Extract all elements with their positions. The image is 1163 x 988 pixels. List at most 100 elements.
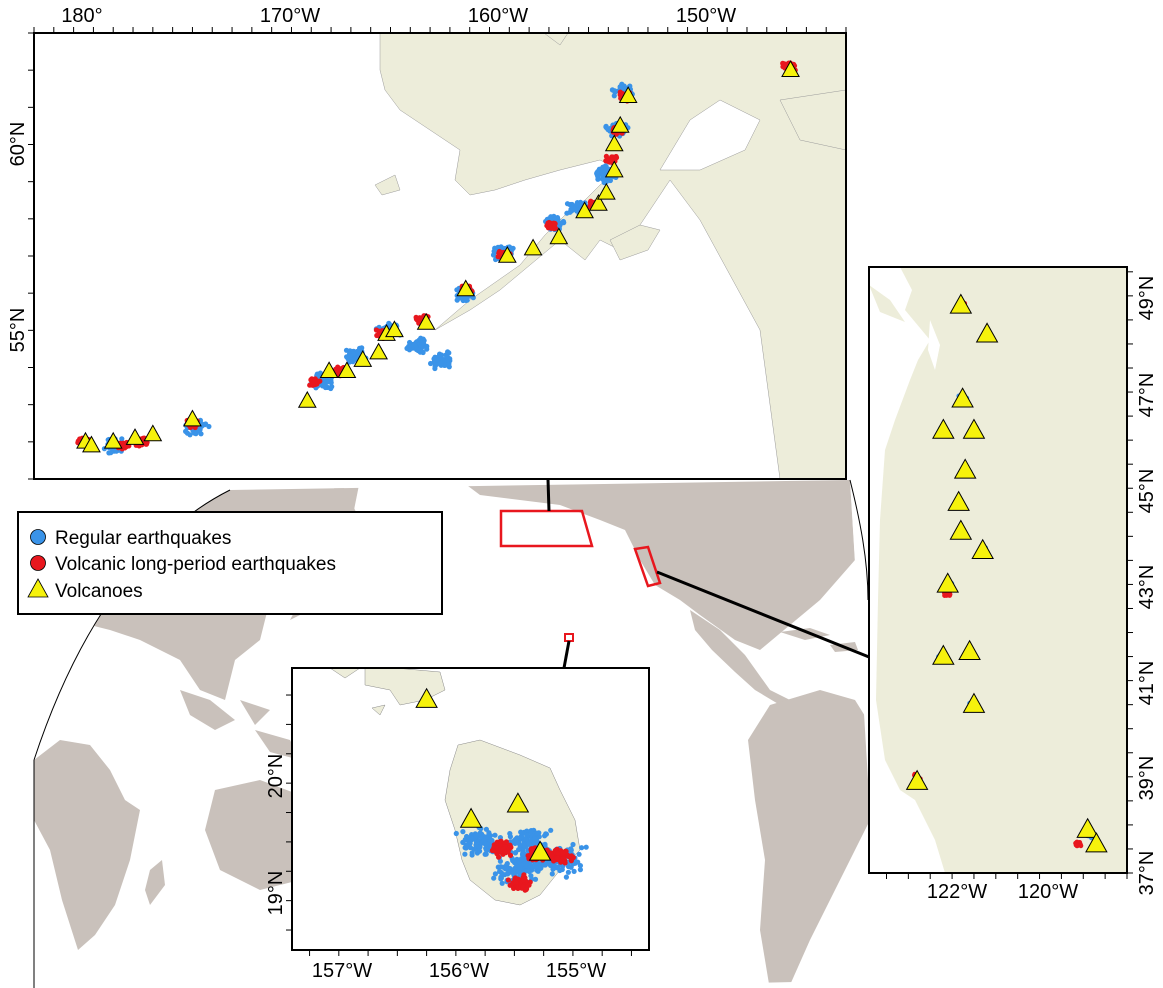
regular-earthquake-point xyxy=(558,220,564,226)
volcano-marker xyxy=(936,572,960,593)
regular-earthquake-point xyxy=(470,295,476,301)
cascades-y-tick-label: 45°N xyxy=(1136,469,1158,514)
regular-earthquake-point xyxy=(583,844,589,850)
volcanic-earthquake-point xyxy=(526,882,532,888)
cascades-region-box xyxy=(633,545,662,588)
volcanic-earthquake-point xyxy=(552,224,558,230)
volcano-marker xyxy=(971,538,994,559)
regular-earthquake-point xyxy=(541,861,547,868)
regular-earthquake-point xyxy=(406,347,413,353)
regular-earthquake-point xyxy=(504,865,510,871)
regular-earthquake-point xyxy=(520,842,527,848)
regular-earthquake-point xyxy=(424,343,430,349)
regular-earthquake-point xyxy=(619,81,625,87)
legend: Regular earthquakes Volcanic long-period… xyxy=(17,511,443,615)
regular-earthquake-point xyxy=(512,837,518,843)
regular-earthquake-point xyxy=(516,859,522,865)
volcano-marker xyxy=(183,409,202,427)
regular-earthquake-point xyxy=(482,840,488,847)
volcano-marker xyxy=(82,435,101,453)
legend-volcano-label: Volcanoes xyxy=(55,581,143,602)
regular-earthquake-point xyxy=(532,836,538,842)
regular-earthquake-point xyxy=(574,202,580,208)
regular-earthquake-point xyxy=(357,345,363,351)
regular-earthquake-point xyxy=(460,829,466,835)
volcano-marker xyxy=(456,279,476,297)
volcanic-earthquake-point xyxy=(523,886,529,893)
volcanic-earthquake-point xyxy=(947,593,952,598)
regular-earthquake-point xyxy=(453,830,459,837)
regular-earthquake-point xyxy=(198,431,204,437)
volcano-marker xyxy=(549,227,569,245)
regular-earthquake-point xyxy=(576,851,582,857)
regular-earthquake-point xyxy=(547,215,553,222)
regular-earthquake-point xyxy=(432,363,438,369)
hawaii-x-tick-label: 155°W xyxy=(546,960,606,982)
volcano-marker xyxy=(618,86,638,103)
regular-earthquake-point xyxy=(575,859,581,865)
volcano-marker xyxy=(103,431,123,449)
alaska-x-tick-label: 170°W xyxy=(260,5,320,27)
regular-earthquake-point xyxy=(600,164,606,170)
cascades-y-tick-label: 41°N xyxy=(1136,661,1158,706)
hawaii-connector xyxy=(562,640,571,669)
volcanic-earthquake-point xyxy=(505,877,511,883)
volcano-marker xyxy=(416,312,436,330)
volcano-marker xyxy=(932,644,955,665)
volcano-marker xyxy=(459,807,483,828)
regular-earthquake-point xyxy=(495,864,501,870)
alaska-inset: 180° 170°W 160°W 150°W 60°N 55°N xyxy=(7,5,847,480)
pacific-ocean xyxy=(869,267,945,873)
regular-earthquake-point xyxy=(411,342,418,348)
regular-earthquake-point xyxy=(473,833,479,839)
volcano-marker xyxy=(962,418,986,439)
hawaii-inset: 157°W 156°W 155°W 20°N 19°N xyxy=(265,667,650,982)
regular-earthquake-point xyxy=(498,870,504,876)
regular-earthquake-point xyxy=(499,880,505,886)
volcanic-earthquake-point xyxy=(507,852,514,859)
cascades-y-tick-label: 37°N xyxy=(1136,851,1158,896)
regular-earthquake-point xyxy=(579,845,585,851)
regular-earthquake-point xyxy=(483,847,489,853)
regular-earthquake-point xyxy=(603,178,610,185)
north-america-land xyxy=(460,480,855,650)
regular-earthquake-point xyxy=(564,210,570,216)
regular-earthquake-point xyxy=(565,863,572,870)
volcano-marker xyxy=(497,245,517,263)
regular-earthquake-point xyxy=(476,844,482,850)
regular-earthquake-point xyxy=(600,171,606,178)
regular-earthquake-point xyxy=(570,841,576,848)
volcano-marker xyxy=(604,134,624,152)
regular-earthquake-point xyxy=(577,863,584,869)
regular-earthquake-point xyxy=(532,861,538,867)
regular-earthquake-point xyxy=(483,826,489,832)
volcanic-earthquake-point xyxy=(546,221,553,227)
hawaii-y-tick-label: 20°N xyxy=(265,754,287,799)
regular-earthquake-point xyxy=(571,868,577,875)
volcano-marker xyxy=(125,428,145,445)
regular-earthquake-point xyxy=(445,354,451,360)
regular-earthquake-point xyxy=(507,834,513,840)
regular-earthquake-point xyxy=(611,93,617,99)
volcano-marker xyxy=(523,238,543,256)
volcanic-earthquake-point xyxy=(513,879,519,886)
volcano-marker xyxy=(337,361,357,379)
regular-earthquake-point xyxy=(538,865,544,871)
legend-volcano-symbol xyxy=(27,578,49,598)
regular-earthquake-point xyxy=(577,867,584,873)
regular-earthquake-point xyxy=(532,876,539,882)
volcano-marker xyxy=(143,424,163,442)
volcano-marker xyxy=(781,60,800,77)
regular-earthquake-point xyxy=(325,379,331,385)
volcano-marker xyxy=(1085,832,1108,853)
cascades-x-tick-label: 122°W xyxy=(927,881,987,903)
hawaii-inset-frame xyxy=(291,667,650,951)
alaska-x-tick-label: 160°W xyxy=(468,5,528,27)
volcano-marker xyxy=(958,639,981,660)
cascades-inset: 122°W 120°W 49°N 47°N 45°N 43°N 41°N 39°… xyxy=(868,266,1158,903)
regular-earthquake-point xyxy=(498,876,504,882)
regular-earthquake-point xyxy=(351,351,357,357)
regular-earthquake-point xyxy=(565,869,572,875)
